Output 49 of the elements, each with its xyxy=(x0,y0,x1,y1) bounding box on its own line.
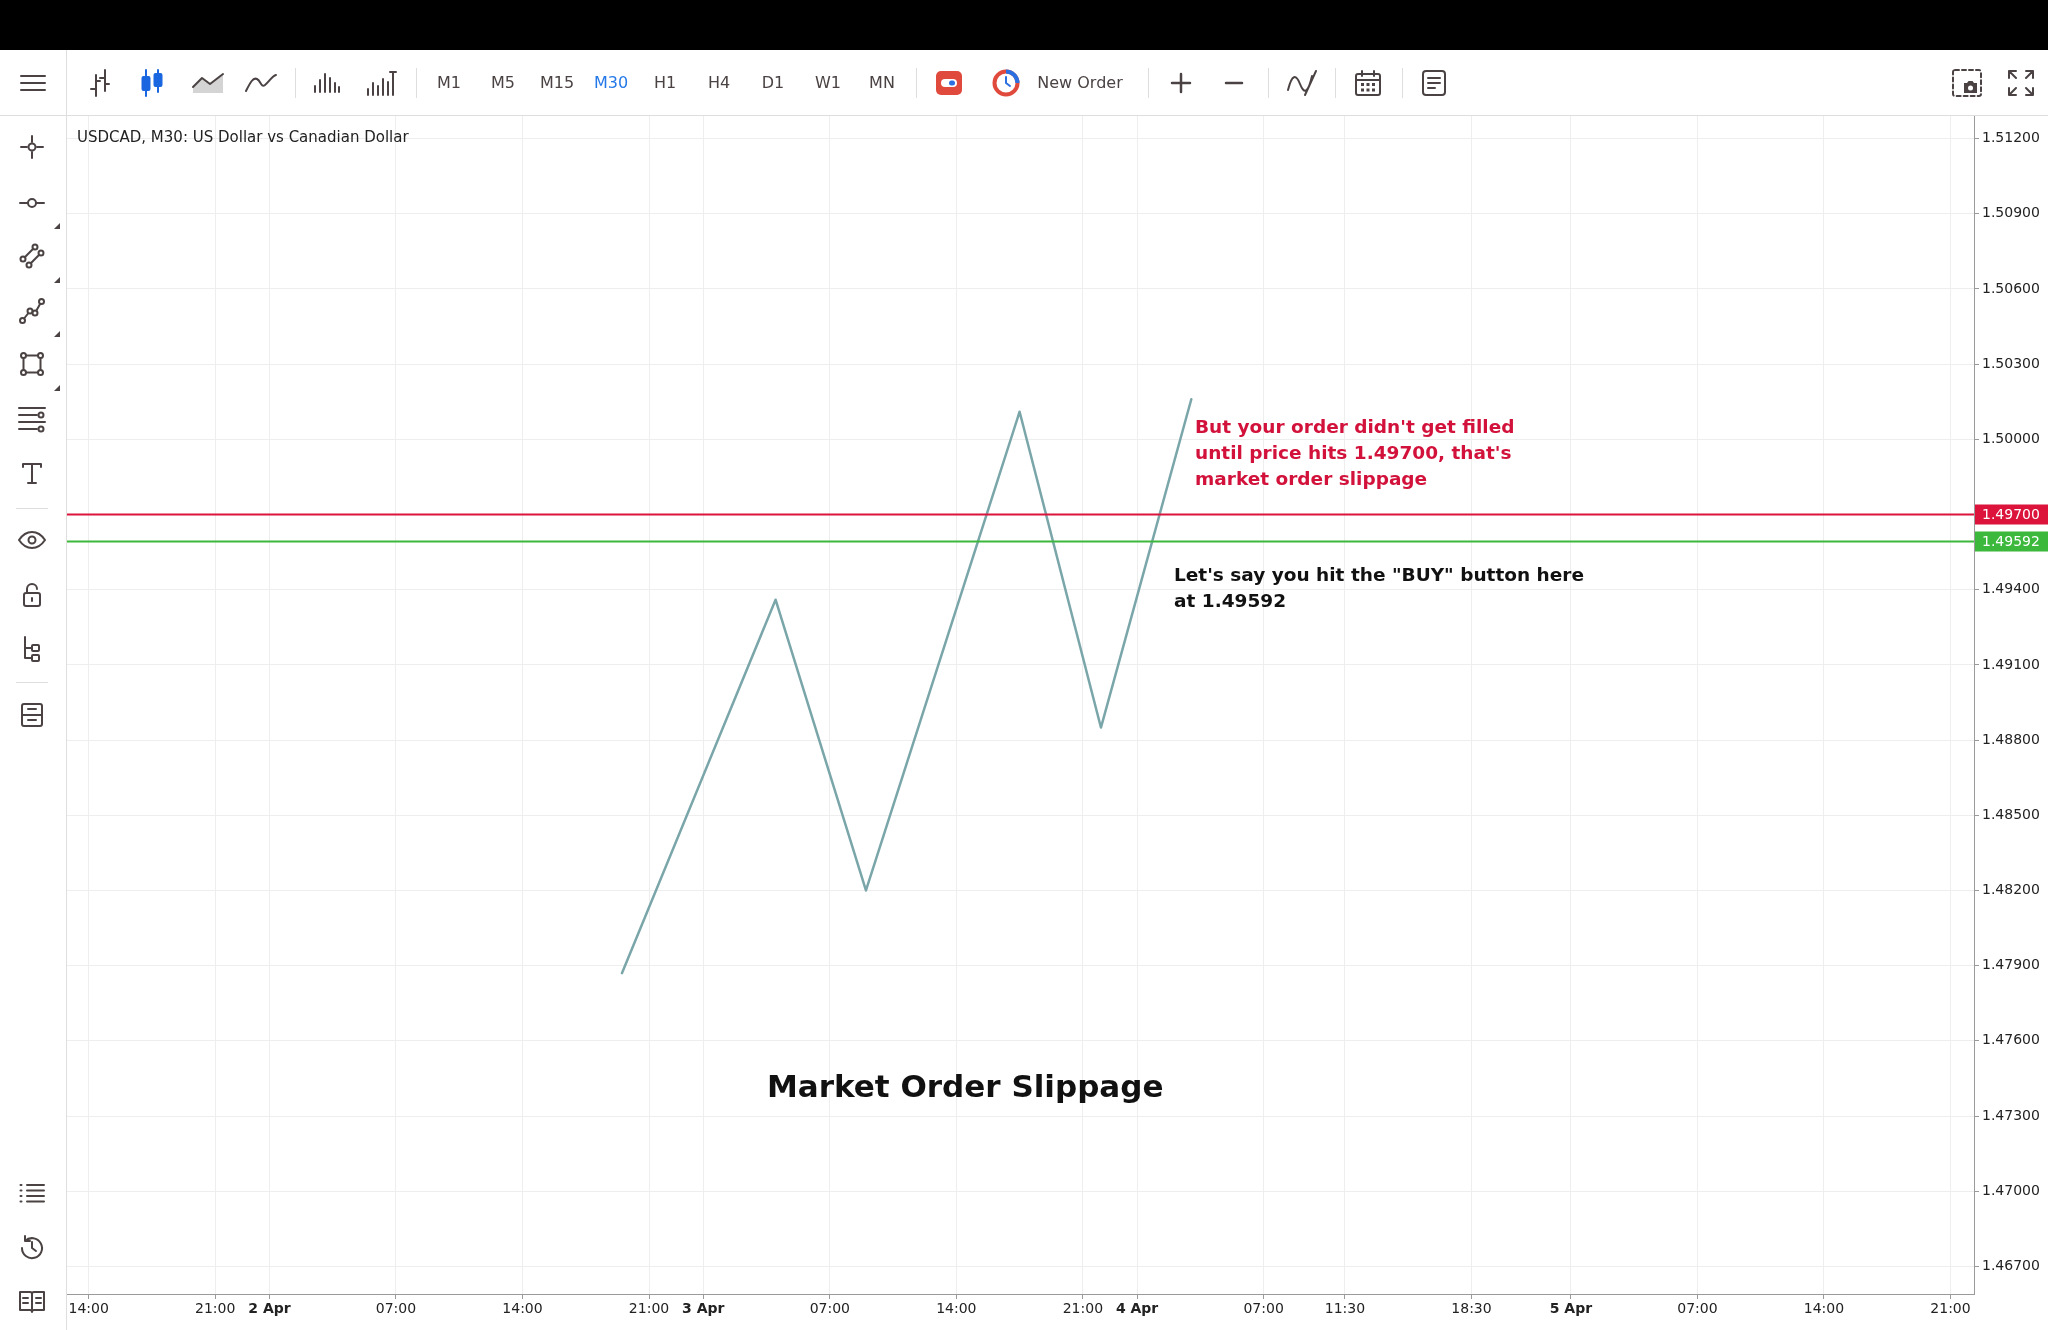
annotation: Market Order Slippage xyxy=(767,1067,1164,1106)
text: New Order xyxy=(1037,73,1123,93)
y-tick-label: 1.50000 xyxy=(1982,429,2040,446)
y-tick-label: 1.49400 xyxy=(1982,580,2040,597)
text: USDCAD, M30: US Dollar vs Canadian Dollar xyxy=(77,128,409,146)
x-tick-label: 5 Apr xyxy=(1549,1300,1593,1317)
x-tick-label: 14:00 xyxy=(502,1300,543,1317)
y-tick-label: 1.47000 xyxy=(1982,1181,2040,1198)
y-tick-label: 1.50300 xyxy=(1982,354,2040,371)
annotation: Let's say you hit the "BUY" button here at 1.49592 xyxy=(1174,563,1585,613)
text: M5 xyxy=(491,73,515,93)
text: M30 xyxy=(593,73,629,93)
y-tick-label: 1.46700 xyxy=(1982,1257,2040,1274)
y-tick-label: 1.48200 xyxy=(1982,881,2040,898)
x-tick-label: 07:00 xyxy=(1243,1300,1284,1317)
x-tick-label: 4 Apr xyxy=(1115,1300,1159,1317)
text: H4 xyxy=(707,73,731,93)
x-tick-label: 14:00 xyxy=(68,1300,109,1317)
x-tick-label: 21:00 xyxy=(1062,1300,1104,1317)
y-tick-label: 1.50600 xyxy=(1982,279,2040,296)
text: D1 xyxy=(761,73,785,93)
x-tick-label: 21:00 xyxy=(1930,1300,1971,1317)
y-tick-label: 1.50900 xyxy=(1982,204,2040,221)
x-tick-label: 14:00 xyxy=(1803,1300,1845,1317)
text: H1 xyxy=(653,73,677,93)
ref-line-label: 1.49700 xyxy=(1982,506,2040,523)
x-tick-label: 18:30 xyxy=(1451,1300,1492,1317)
text: W1 xyxy=(815,73,841,93)
x-tick-label: 07:00 xyxy=(1677,1300,1718,1317)
ref-line-label: 1.49592 xyxy=(1982,533,2040,550)
x-tick-label: 14:00 xyxy=(936,1300,977,1317)
x-tick-label: 2 Apr xyxy=(248,1300,291,1317)
text: M1 xyxy=(437,73,461,93)
y-tick-label: 1.48800 xyxy=(1982,730,2040,747)
y-tick-label: 1.49100 xyxy=(1982,655,2040,672)
y-tick-label: 1.48500 xyxy=(1982,805,2040,822)
y-tick-label: 1.47600 xyxy=(1982,1031,2040,1048)
y-tick-label: 1.47300 xyxy=(1982,1106,2040,1123)
x-tick-label: 11:30 xyxy=(1324,1300,1366,1317)
text: MN xyxy=(869,73,895,93)
y-tick-label: 1.51200 xyxy=(1982,129,2040,146)
x-tick-label: 07:00 xyxy=(375,1300,417,1317)
y-tick-label: 1.47900 xyxy=(1982,956,2040,973)
x-tick-label: 3 Apr xyxy=(682,1300,725,1317)
annotation: But your order didn't get filled until price hits 1.49700, that's market order slippage xyxy=(1195,415,1516,491)
text: M15 xyxy=(539,73,575,93)
x-tick-label: 21:00 xyxy=(628,1300,670,1317)
x-tick-label: 21:00 xyxy=(195,1300,236,1317)
x-tick-label: 07:00 xyxy=(809,1300,850,1317)
